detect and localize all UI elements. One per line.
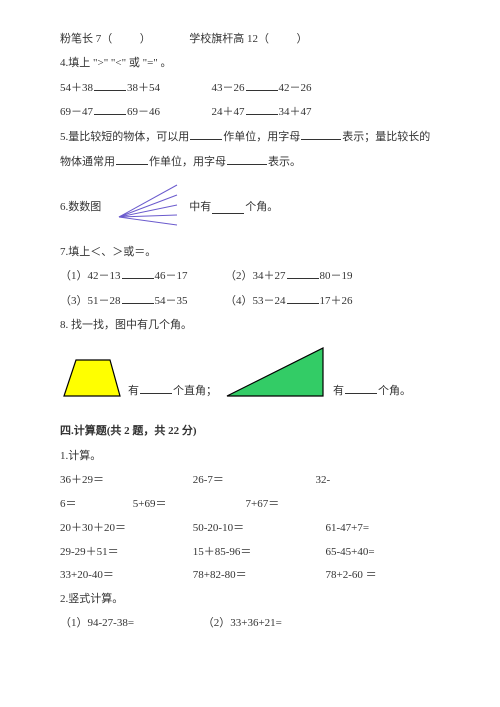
cell: 33+20-40＝ bbox=[60, 566, 190, 586]
spacer bbox=[154, 33, 187, 45]
q4-r1b-l: 43－26 bbox=[212, 82, 245, 94]
blank bbox=[212, 201, 244, 214]
q5-p5: 作单位，用字母 bbox=[149, 156, 226, 168]
cell: 36＋29＝ bbox=[60, 471, 190, 491]
q6-mid: 中有 bbox=[189, 198, 211, 218]
chalk-flag-line: 粉笔长 7（ ） 学校旗杆高 12（ ） bbox=[60, 30, 450, 50]
s4-q2-row: （1）94-27-38= （2）33+36+21= bbox=[60, 614, 450, 634]
q7-row2: （3）51－28 54－35 （4）53－24 17＋26 bbox=[60, 291, 450, 312]
calc-row-4: 33+20-40＝ 78+82-80＝ 78+2-60 ＝ bbox=[60, 566, 450, 586]
section4-heading: 四.计算题(共 2 题，共 22 分) bbox=[60, 422, 450, 442]
cell: 15＋85-96＝ bbox=[193, 543, 323, 563]
q4-r2b-r: 34＋47 bbox=[279, 106, 312, 118]
calc-row-2: 20＋30＋20＝ 50-20-10＝ 61-47+7= bbox=[60, 519, 450, 539]
blank bbox=[140, 381, 172, 394]
cell: 6＝ bbox=[60, 495, 130, 515]
q7-r2a: （3）51－28 bbox=[60, 295, 121, 307]
q7-r1b: （2）34＋27 bbox=[225, 270, 286, 282]
flag-blank bbox=[272, 33, 294, 45]
blank bbox=[287, 291, 319, 304]
q5-p3: 表示；量比较长的 bbox=[342, 131, 430, 143]
tri-suffix: 个角。 bbox=[378, 385, 411, 397]
q8-title: 8. 找一找，图中有几个角。 bbox=[60, 316, 450, 336]
q7-r2b: （4）53－24 bbox=[225, 295, 286, 307]
tri-has: 有 bbox=[333, 385, 344, 397]
q5-p1: 5.量比较短的物体，可以用 bbox=[60, 131, 189, 143]
q4-title: 4.填上 ">" "<" 或 "=" 。 bbox=[60, 54, 450, 74]
blank bbox=[94, 102, 126, 115]
cell: 78+82-80＝ bbox=[193, 566, 323, 586]
calc-row-1: 6＝ 5+69＝ 7+67＝ bbox=[60, 495, 450, 515]
q4-r2b-l: 24＋47 bbox=[212, 106, 245, 118]
cell: 32- bbox=[316, 471, 331, 491]
q5-p2: 作单位，用字母 bbox=[223, 131, 300, 143]
trap-suffix: 个直角； bbox=[173, 385, 217, 397]
blank bbox=[246, 78, 278, 91]
q4-row1: 54＋38 38＋54 43－26 42－26 bbox=[60, 78, 450, 99]
cell: （1）94-27-38= bbox=[60, 614, 200, 634]
q4-r2a-r: 69－46 bbox=[127, 106, 160, 118]
flag-prefix: 学校旗杆高 12（ bbox=[189, 33, 269, 45]
q6-line: 6.数数图 中有 个角。 bbox=[60, 177, 450, 239]
triangle-icon bbox=[223, 344, 327, 408]
blank bbox=[190, 127, 222, 140]
tri-text: 有 个角。 bbox=[333, 381, 411, 402]
q7-r2a-r: 54－35 bbox=[155, 295, 188, 307]
cell: 78+2-60 ＝ bbox=[326, 566, 377, 586]
cell: 50-20-10＝ bbox=[193, 519, 323, 539]
trapezoid-icon bbox=[60, 356, 122, 408]
q4-r1b-r: 42－26 bbox=[279, 82, 312, 94]
q5-p4: 物体通常用 bbox=[60, 156, 115, 168]
trap-text: 有 个直角； bbox=[128, 381, 217, 402]
flag-end: ） bbox=[297, 33, 308, 45]
q4-r1a-l: 54＋38 bbox=[60, 82, 93, 94]
q5-line1: 5.量比较短的物体，可以用 作单位，用字母 表示；量比较长的 bbox=[60, 127, 450, 148]
q4-row2: 69－47 69－46 24＋47 34＋47 bbox=[60, 102, 450, 123]
blank bbox=[122, 266, 154, 279]
blank bbox=[287, 266, 319, 279]
cell: （2）33+36+21= bbox=[203, 614, 282, 634]
q4-r1a-r: 38＋54 bbox=[127, 82, 160, 94]
cell: 65-45+40= bbox=[326, 543, 375, 563]
blank bbox=[301, 127, 341, 140]
cell: 61-47+7= bbox=[326, 519, 370, 539]
q7-r2b-r: 17＋26 bbox=[320, 295, 353, 307]
blank bbox=[116, 152, 148, 165]
calc-grid: 36＋29＝ 26-7＝ 32- 6＝ 5+69＝ 7+67＝ 20＋30＋20… bbox=[60, 471, 450, 586]
chalk-prefix: 粉笔长 7（ bbox=[60, 33, 112, 45]
blank bbox=[227, 152, 267, 165]
blank bbox=[122, 291, 154, 304]
q7-r1a-r: 46－17 bbox=[155, 270, 188, 282]
calc-row-3: 29-29＋51＝ 15＋85-96＝ 65-45+40= bbox=[60, 543, 450, 563]
blank bbox=[246, 102, 278, 115]
cell: 20＋30＋20＝ bbox=[60, 519, 190, 539]
q5-p6: 表示。 bbox=[268, 156, 301, 168]
chalk-mid: ） bbox=[140, 33, 151, 45]
calc-row-0: 36＋29＝ 26-7＝ 32- bbox=[60, 471, 450, 491]
q5-line2: 物体通常用 作单位，用字母 表示。 bbox=[60, 152, 450, 173]
blank bbox=[345, 381, 377, 394]
angle-fan-icon bbox=[109, 181, 181, 235]
q4-r2a-l: 69－47 bbox=[60, 106, 93, 118]
cell: 5+69＝ bbox=[133, 495, 243, 515]
shapes-row: 有 个直角； 有 个角。 bbox=[60, 344, 450, 408]
q7-title: 7.填上＜、＞或＝。 bbox=[60, 243, 450, 263]
cell: 29-29＋51＝ bbox=[60, 543, 190, 563]
chalk-blank bbox=[115, 33, 137, 45]
q7-r1b-r: 80－19 bbox=[320, 270, 353, 282]
trap-has: 有 bbox=[128, 385, 139, 397]
q6-suffix: 个角。 bbox=[245, 198, 278, 218]
s4-q2: 2.竖式计算。 bbox=[60, 590, 450, 610]
cell: 26-7＝ bbox=[193, 471, 313, 491]
q7-row1: （1）42－13 46－17 （2）34＋27 80－19 bbox=[60, 266, 450, 287]
blank bbox=[94, 78, 126, 91]
s4-q1: 1.计算。 bbox=[60, 447, 450, 467]
q7-r1a: （1）42－13 bbox=[60, 270, 121, 282]
cell: 7+67＝ bbox=[246, 495, 280, 515]
q6-prefix: 6.数数图 bbox=[60, 198, 101, 218]
